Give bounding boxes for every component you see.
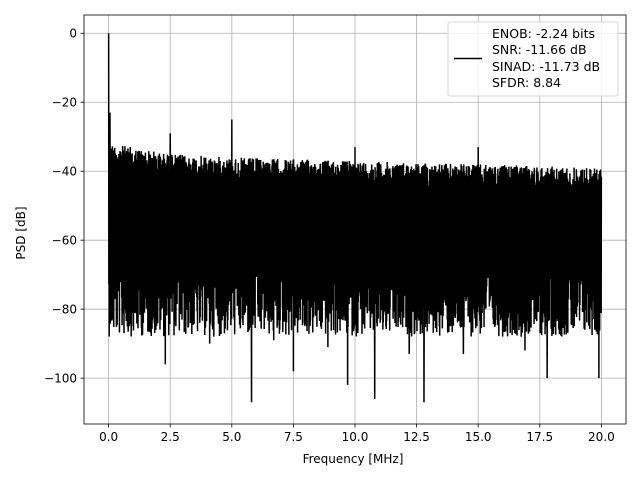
x-axis-label: Frequency [MHz] — [303, 452, 404, 466]
y-tick-label: −60 — [52, 233, 77, 247]
legend-box — [447, 21, 619, 97]
x-tick-label: 5.0 — [222, 430, 241, 444]
x-tick-label: 0.0 — [99, 430, 118, 444]
x-tick-label: 15.0 — [465, 430, 492, 444]
x-tick-label: 10.0 — [342, 430, 369, 444]
x-tick-label: 12.5 — [403, 430, 430, 444]
legend: ENOB: -2.24 bits SNR: -11.66 dB SINAD: -… — [447, 21, 619, 97]
psd-series-line — [107, 33, 603, 403]
x-tick-label: 17.5 — [526, 430, 553, 444]
y-tick-label: −80 — [52, 302, 77, 316]
legend-enob: ENOB: -2.24 bits — [492, 26, 595, 41]
x-axis-ticks: 0.0 2.5 5.0 7.5 10.0 12.5 15.0 17.5 20.0 — [99, 424, 615, 444]
series-layer — [107, 33, 603, 403]
x-tick-label: 7.5 — [284, 430, 303, 444]
y-tick-label: −100 — [44, 371, 77, 385]
x-tick-label: 20.0 — [588, 430, 615, 444]
y-tick-label: 0 — [69, 27, 77, 41]
y-axis-ticks: 0 −20 −40 −60 −80 −100 — [44, 27, 84, 385]
x-tick-label: 2.5 — [161, 430, 180, 444]
legend-sinad: SINAD: -11.73 dB — [492, 59, 600, 74]
y-tick-label: −40 — [52, 165, 77, 179]
legend-snr: SNR: -11.66 dB — [492, 42, 587, 57]
legend-sfdr: SFDR: 8.84 — [492, 75, 561, 90]
y-axis-label: PSD [dB] — [14, 206, 28, 259]
y-tick-label: −20 — [52, 96, 77, 110]
